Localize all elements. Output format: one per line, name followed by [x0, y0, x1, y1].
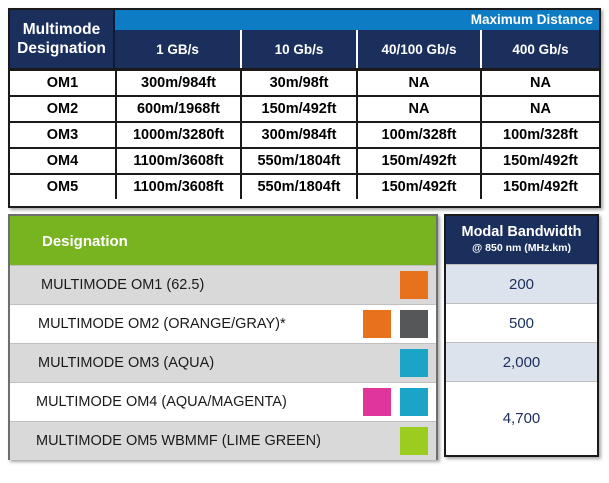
designation-label: MULTIMODE OM2 (ORANGE/GRAY)* — [38, 316, 286, 332]
maximum-distance-header: Maximum Distance — [115, 10, 599, 30]
speed-header-10gb: 10 Gb/s — [240, 30, 356, 68]
designation-row-om2: MULTIMODE OM2 (ORANGE/GRAY)* — [10, 304, 436, 343]
bandwidth-cell-om3: 2,000 — [446, 342, 597, 381]
distance-cell: NA — [356, 97, 480, 121]
designation-cell: OM2 — [46, 101, 79, 117]
designation-label: MULTIMODE OM5 WBMMF (LIME GREEN) — [36, 433, 321, 449]
speed-header-40-100gb: 40/100 Gb/s — [356, 30, 480, 68]
modal-bandwidth-subtitle: @ 850 nm (MHz.km) — [472, 242, 571, 254]
modal-bandwidth-title: Modal Bandwidth — [461, 224, 582, 240]
orange-color-swatch — [363, 310, 391, 338]
distance-cell: 100m/328ft — [480, 123, 599, 147]
distance-cell: 150m/492ft — [356, 175, 480, 199]
distance-cell: 150m/492ft — [480, 175, 599, 199]
designation-row-om3: MULTIMODE OM3 (AQUA) — [10, 343, 436, 382]
orange-color-swatch — [400, 271, 428, 299]
table-row: OM2 600m/1968ft 150m/492ft NA NA — [10, 95, 599, 121]
designation-cell: OM4 — [46, 153, 79, 169]
bandwidth-cell-om2: 500 — [446, 303, 597, 342]
lime-green-color-swatch — [400, 427, 428, 455]
distance-cell: 1100m/3608ft — [115, 175, 240, 199]
distance-cell: 550m/1804ft — [240, 149, 356, 173]
distance-cell: 30m/98ft — [240, 71, 356, 95]
distance-cell: 100m/328ft — [356, 123, 480, 147]
speed-header-1gb: 1 GB/s — [115, 30, 240, 68]
designation-cell: OM1 — [46, 75, 79, 91]
distance-cell: 550m/1804ft — [240, 175, 356, 199]
table-row: OM5 1100m/3608ft 550m/1804ft 150m/492ft … — [10, 173, 599, 199]
multimode-designation-header: Multimode Designation — [10, 10, 115, 68]
distance-cell: 1100m/3608ft — [115, 149, 240, 173]
designation-header: Designation — [10, 216, 436, 265]
distance-cell: NA — [480, 71, 599, 95]
distance-cell: 300m/984ft — [240, 123, 356, 147]
magenta-color-swatch — [363, 388, 391, 416]
distance-rows: OM1 300m/984ft 30m/98ft NA NA OM2 600m/1… — [10, 68, 599, 206]
designation-row-om1: MULTIMODE OM1 (62.5) — [10, 265, 436, 304]
distance-cell: 1000m/3280ft — [115, 123, 240, 147]
distance-cell: 600m/1968ft — [115, 97, 240, 121]
designation-cell: OM3 — [46, 127, 79, 143]
distance-cell: NA — [356, 71, 480, 95]
speed-header-400gb: 400 Gb/s — [480, 30, 599, 68]
designation-label: MULTIMODE OM3 (AQUA) — [38, 355, 215, 371]
distance-cell: 150m/492ft — [240, 97, 356, 121]
bandwidth-cell-om4-om5: 4,700 — [446, 381, 597, 455]
designation-row-om5: MULTIMODE OM5 WBMMF (LIME GREEN) — [10, 421, 436, 460]
table-row: OM3 1000m/3280ft 300m/984ft 100m/328ft 1… — [10, 121, 599, 147]
max-distance-table: Multimode Designation Maximum Distance 1… — [8, 8, 601, 208]
modal-bandwidth-table: Modal Bandwidth @ 850 nm (MHz.km) 200 50… — [444, 214, 599, 457]
designation-label: MULTIMODE OM4 (AQUA/MAGENTA) — [36, 394, 287, 410]
distance-cell: 300m/984ft — [115, 71, 240, 95]
designation-label: MULTIMODE OM1 (62.5) — [41, 277, 205, 293]
speed-header-row: 1 GB/s 10 Gb/s 40/100 Gb/s 400 Gb/s — [115, 30, 599, 68]
distance-cell: NA — [480, 97, 599, 121]
bandwidth-cell-om1: 200 — [446, 264, 597, 303]
modal-bandwidth-header: Modal Bandwidth @ 850 nm (MHz.km) — [446, 216, 597, 264]
designation-row-om4: MULTIMODE OM4 (AQUA/MAGENTA) — [10, 382, 436, 421]
gray-color-swatch — [400, 310, 428, 338]
table-row: OM4 1100m/3608ft 550m/1804ft 150m/492ft … — [10, 147, 599, 173]
corner-header-line1: Multimode — [22, 21, 101, 38]
designation-color-table: Designation MULTIMODE OM1 (62.5) MULTIMO… — [8, 214, 438, 460]
distance-cell: 150m/492ft — [480, 149, 599, 173]
aqua-color-swatch — [400, 349, 428, 377]
corner-header-line2: Designation — [17, 40, 106, 57]
designation-cell: OM5 — [46, 179, 79, 195]
distance-cell: 150m/492ft — [356, 149, 480, 173]
aqua-color-swatch — [400, 388, 428, 416]
table-row: OM1 300m/984ft 30m/98ft NA NA — [10, 68, 599, 95]
